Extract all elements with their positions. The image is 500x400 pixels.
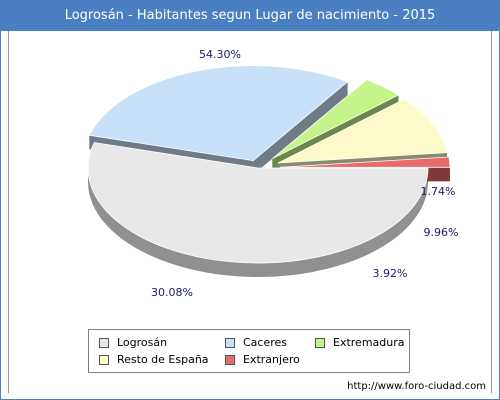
legend-swatch xyxy=(99,355,109,365)
data-label-caceres: 30.08% xyxy=(151,286,193,299)
legend-swatch xyxy=(315,338,325,348)
data-label-logrosan: 54.30% xyxy=(199,48,241,61)
legend-swatch xyxy=(225,338,235,348)
pie-chart: 54.30% 30.08% 3.92% 9.96% 1.74% xyxy=(87,48,459,299)
data-label-extranjero: 1.74% xyxy=(421,185,456,198)
legend-swatch xyxy=(99,338,109,348)
data-label-resto-de-espana: 9.96% xyxy=(424,226,459,239)
pie-slice-resto-de-espana xyxy=(277,98,448,164)
legend-label: Extranjero xyxy=(243,353,300,366)
chart-title: Logrosán - Habitantes segun Lugar de nac… xyxy=(1,1,499,31)
data-label-extremadura: 3.92% xyxy=(373,267,408,280)
legend-label: Logrosán xyxy=(117,336,168,349)
pie-slice-caceres xyxy=(88,65,349,162)
pie-slice-edge xyxy=(253,81,348,175)
legend-swatch xyxy=(225,355,235,365)
legend-label: Caceres xyxy=(243,336,288,349)
pie-slice-logrosan xyxy=(87,142,429,264)
legend-label: Resto de España xyxy=(117,353,209,366)
pie-slice-extremadura xyxy=(272,79,400,160)
legend: Logrosán Caceres Extremadura Resto de Es… xyxy=(88,329,410,373)
source-credit: http://www.foro-ciudad.com xyxy=(347,381,486,392)
pie-slice-extranjero xyxy=(279,156,451,168)
legend-label: Extremadura xyxy=(333,336,405,349)
